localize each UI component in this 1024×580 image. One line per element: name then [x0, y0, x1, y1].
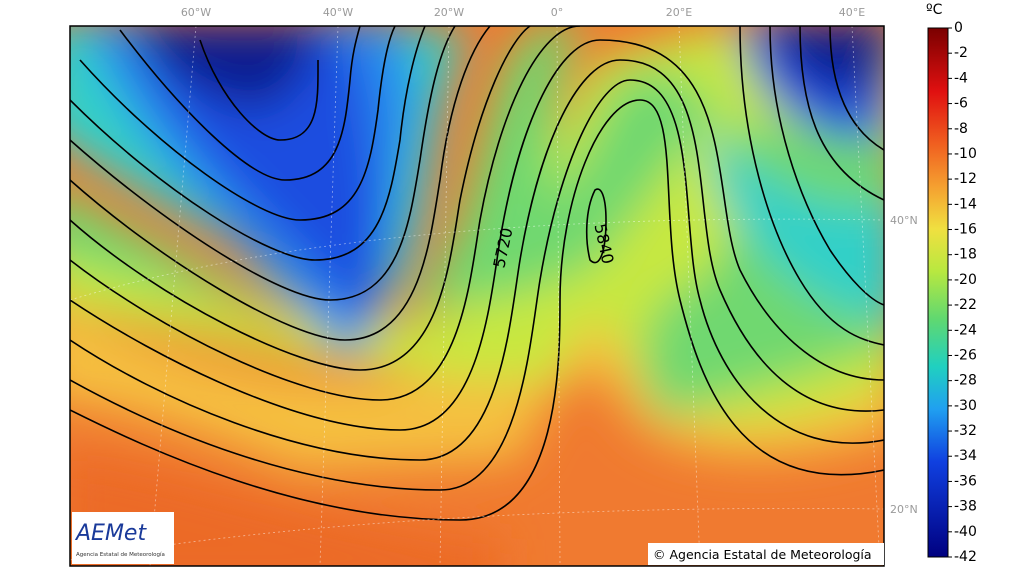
latitude-label: 20°N — [890, 503, 918, 516]
colorbar-tick-label: -28 — [954, 373, 977, 389]
colorbar-tick-label: -14 — [954, 196, 977, 212]
longitude-label: 60°W — [181, 6, 211, 19]
colorbar-tick-label: 0 — [954, 20, 963, 36]
logo-subtitle: Agencia Estatal de Meteorología — [76, 551, 165, 558]
colorbar — [927, 27, 949, 558]
colorbar-tick-label: -20 — [954, 272, 977, 288]
longitude-labels: 60°W 40°W 20°W 0° 20°E 40°E — [181, 6, 865, 19]
latitude-labels: 40°N 20°N — [890, 214, 918, 516]
map-frame — [69, 25, 885, 567]
colorbar-tick-label: -38 — [954, 499, 977, 515]
longitude-label: 40°E — [839, 6, 865, 19]
colorbar-unit: ºC — [926, 2, 943, 18]
colorbar-tick-label: -30 — [954, 398, 977, 414]
colorbar-tick-label: -16 — [954, 222, 977, 238]
colorbar-tick-label: -26 — [954, 347, 977, 363]
colorbar-tick-label: -32 — [954, 423, 977, 439]
latitude-label: 40°N — [890, 214, 918, 227]
longitude-label: 0° — [551, 6, 564, 19]
colorbar-tick-label: -22 — [954, 297, 977, 313]
temperature-field — [70, 26, 884, 566]
colorbar-tick-label: -12 — [954, 171, 977, 187]
longitude-label: 20°E — [666, 6, 692, 19]
logo: AEMet Agencia Estatal de Meteorología — [72, 512, 174, 564]
longitude-label: 20°W — [434, 6, 464, 19]
colorbar-tick-label: -40 — [954, 524, 977, 540]
colorbar-tick-label: -4 — [954, 70, 968, 86]
colorbar-tick-label: -10 — [954, 146, 977, 162]
colorbar-tick-label: -8 — [954, 121, 968, 137]
colorbar-tick-label: -24 — [954, 322, 977, 338]
copyright: © Agencia Estatal de Meteorología — [653, 547, 872, 562]
copyright-box — [648, 543, 884, 565]
logo-box — [72, 512, 174, 564]
longitude-label: 40°W — [323, 6, 353, 19]
logo-name: AEMet — [74, 521, 147, 546]
graticule — [70, 26, 884, 566]
colorbar-tick-label: -34 — [954, 448, 977, 464]
colorbar-ticks: 0 -2 -4 -6 -8 -10 -12 -14 -16 -18 -20 -22 -24 -26 -28 -… — [948, 20, 977, 565]
colorbar-tick-label: -6 — [954, 96, 968, 112]
colorbar-tick-label: -2 — [954, 45, 968, 61]
colorbar-tick-label: -36 — [954, 473, 977, 489]
contours — [70, 26, 884, 521]
colorbar-tick-label: -18 — [954, 247, 977, 263]
colorbar-tick-label: -42 — [954, 549, 977, 565]
